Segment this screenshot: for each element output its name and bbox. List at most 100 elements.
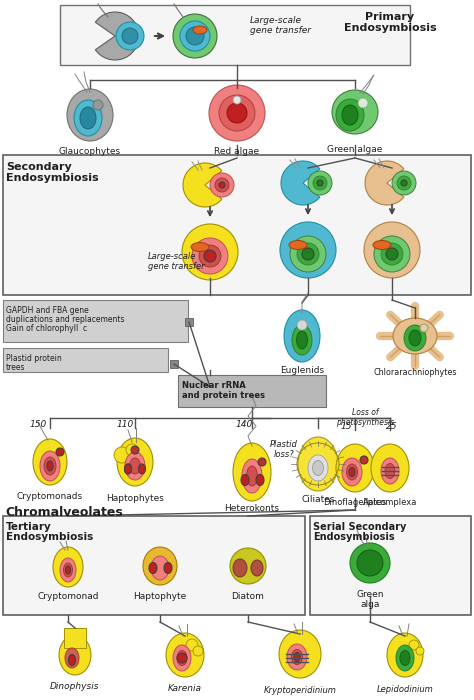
Bar (3, 348, 168, 372)
Text: Haptophytes: Haptophytes (106, 494, 164, 503)
Ellipse shape (241, 475, 249, 486)
Ellipse shape (164, 563, 172, 573)
Ellipse shape (138, 464, 146, 474)
Circle shape (350, 543, 390, 583)
Circle shape (416, 647, 424, 655)
Ellipse shape (312, 461, 323, 475)
Ellipse shape (246, 466, 257, 486)
Text: 110: 110 (117, 420, 134, 429)
Ellipse shape (297, 331, 308, 349)
Ellipse shape (242, 459, 262, 493)
Ellipse shape (173, 645, 191, 671)
Ellipse shape (65, 566, 71, 574)
Text: Chromalveolates: Chromalveolates (5, 506, 123, 519)
Ellipse shape (332, 90, 378, 134)
Ellipse shape (193, 26, 207, 34)
Text: Tertiary: Tertiary (6, 522, 52, 532)
Circle shape (381, 243, 403, 265)
Text: 140: 140 (236, 420, 253, 429)
Ellipse shape (65, 648, 79, 668)
Ellipse shape (44, 457, 56, 475)
Ellipse shape (346, 464, 357, 480)
Text: Plastid
loss?: Plastid loss? (270, 440, 298, 459)
Circle shape (210, 173, 234, 197)
Text: Euglenids: Euglenids (280, 366, 324, 375)
Ellipse shape (33, 439, 67, 485)
Ellipse shape (292, 325, 312, 355)
Ellipse shape (143, 547, 177, 585)
Ellipse shape (404, 325, 426, 351)
Circle shape (358, 98, 368, 108)
Circle shape (420, 324, 428, 332)
Bar (3, 155, 471, 295)
Ellipse shape (129, 458, 140, 474)
Ellipse shape (74, 100, 102, 136)
Ellipse shape (409, 330, 421, 346)
Circle shape (233, 96, 241, 104)
Ellipse shape (385, 463, 395, 479)
Ellipse shape (256, 475, 264, 486)
Ellipse shape (47, 461, 53, 471)
Text: Apicomplexa: Apicomplexa (363, 498, 417, 507)
Ellipse shape (349, 468, 355, 477)
Circle shape (374, 236, 410, 272)
Circle shape (364, 222, 420, 278)
Ellipse shape (80, 107, 96, 129)
Ellipse shape (294, 652, 300, 662)
Ellipse shape (40, 451, 60, 481)
Text: 150: 150 (29, 420, 46, 429)
Text: Dinophysis: Dinophysis (50, 682, 100, 691)
Ellipse shape (149, 563, 157, 573)
Ellipse shape (64, 563, 73, 577)
Text: Loss of
photosynthesis: Loss of photosynthesis (336, 408, 394, 428)
Ellipse shape (308, 455, 328, 481)
Text: 25: 25 (386, 422, 398, 431)
Circle shape (317, 180, 323, 186)
Text: trees: trees (6, 363, 26, 372)
Circle shape (386, 248, 398, 260)
Circle shape (297, 243, 319, 265)
Ellipse shape (117, 438, 153, 486)
Bar (60, 5, 410, 65)
Circle shape (204, 250, 216, 262)
Text: Ciliates: Ciliates (301, 495, 335, 504)
Text: Primary: Primary (365, 12, 415, 22)
Circle shape (126, 444, 138, 456)
Wedge shape (183, 163, 222, 207)
Ellipse shape (396, 645, 414, 671)
Circle shape (308, 171, 332, 195)
Ellipse shape (191, 242, 209, 251)
Circle shape (258, 458, 266, 466)
Text: Serial Secondary: Serial Secondary (313, 522, 406, 532)
Ellipse shape (373, 241, 391, 249)
Ellipse shape (393, 318, 437, 354)
Text: Glaucophytes: Glaucophytes (59, 147, 121, 156)
Ellipse shape (53, 547, 83, 587)
Text: Endosymbiosis: Endosymbiosis (344, 23, 436, 33)
Circle shape (219, 182, 225, 188)
Ellipse shape (336, 444, 374, 492)
Text: Heterokonts: Heterokonts (225, 504, 280, 513)
Circle shape (297, 320, 307, 330)
Ellipse shape (125, 464, 131, 474)
Circle shape (357, 550, 383, 576)
Circle shape (199, 245, 221, 267)
Circle shape (116, 22, 144, 50)
Text: Nuclear rRNA: Nuclear rRNA (182, 381, 246, 390)
Circle shape (56, 448, 64, 456)
Ellipse shape (125, 452, 145, 480)
Text: Haptophyte: Haptophyte (133, 592, 187, 601)
Circle shape (93, 100, 103, 110)
Ellipse shape (125, 464, 131, 474)
Text: Plastid protein: Plastid protein (6, 354, 62, 363)
Bar (3, 300, 188, 342)
Text: Endosymbiosis: Endosymbiosis (313, 532, 395, 542)
Ellipse shape (292, 650, 302, 664)
Circle shape (193, 646, 203, 656)
Circle shape (114, 447, 130, 463)
Ellipse shape (342, 458, 362, 486)
Ellipse shape (284, 310, 320, 362)
Ellipse shape (60, 558, 76, 582)
Text: Red algae: Red algae (214, 147, 260, 156)
Bar (310, 516, 471, 615)
